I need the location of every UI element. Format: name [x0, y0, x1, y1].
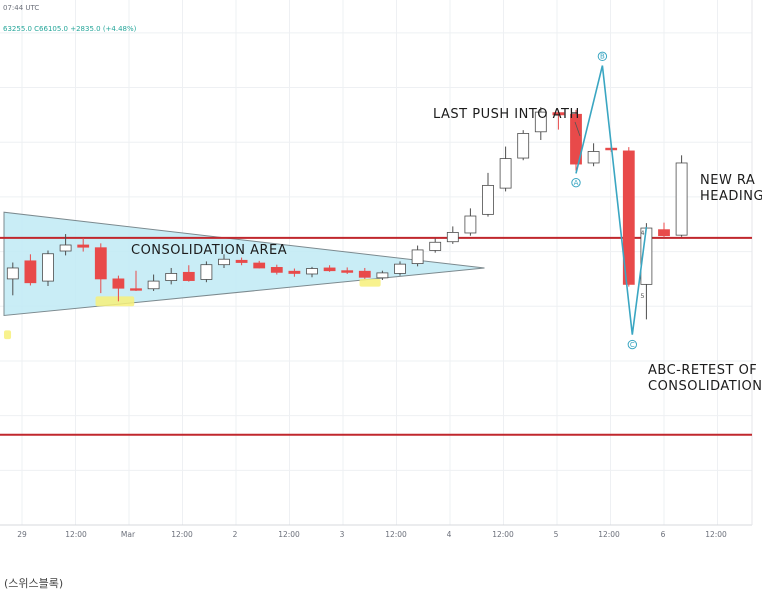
x-tick-label: 2 [233, 530, 238, 539]
candle-body [235, 259, 248, 263]
wave-point-marker [571, 177, 581, 188]
x-tick-label: 6 [661, 530, 666, 539]
candle-body [94, 247, 107, 280]
x-tick-label: 12:00 [705, 530, 727, 539]
x-tick-label: 12:00 [278, 530, 300, 539]
highlight-box [359, 278, 381, 287]
candle-body [112, 278, 125, 289]
candle-body [446, 232, 459, 243]
highlight-box [4, 330, 12, 340]
x-tick-label: 12:00 [171, 530, 193, 539]
candle-body [59, 244, 72, 252]
candle-body [587, 151, 600, 164]
candle-body [200, 264, 213, 280]
candle-body [394, 263, 406, 274]
wave-label: B [600, 53, 605, 61]
chart-area[interactable]: A B C 4 5 CONSOLIDATION AREA LAST PUSH INTO AT… [0, 0, 762, 548]
x-tick-label: 5 [554, 530, 559, 539]
candle-body [270, 267, 283, 273]
candle-body [253, 262, 266, 269]
candle-body [306, 268, 318, 275]
candle-body [482, 184, 494, 215]
candle-body [323, 267, 336, 272]
x-tick-label: 12:00 [65, 530, 87, 539]
wave-point-marker [627, 339, 638, 350]
x-tick-label: 4 [447, 530, 452, 539]
candle-body [622, 150, 635, 285]
candle-body [182, 271, 195, 281]
wave-point-marker [597, 51, 608, 62]
ath-pointer [574, 121, 581, 137]
annotation-new-range-1: NEW RA [700, 173, 755, 188]
wave-label: C [630, 341, 635, 349]
candle-body [358, 270, 371, 278]
candle-body [77, 244, 90, 248]
candle-body [288, 270, 301, 274]
candle-body [165, 273, 178, 281]
candle-body [130, 288, 142, 291]
candle-body [42, 253, 54, 282]
x-tick-label: 29 [17, 530, 27, 539]
highlight-box [95, 296, 135, 307]
sub-wave-label: 5 [640, 292, 644, 300]
image-caption: (스위스블록) [4, 577, 64, 590]
candle-body [6, 267, 19, 280]
wave-label: A [574, 179, 579, 187]
annotation-new-range-2: HEADING [700, 189, 762, 204]
candle-body [675, 162, 688, 236]
candle-body [552, 112, 565, 116]
candle-body [517, 133, 530, 159]
candle-body [411, 249, 424, 264]
price-chart[interactable]: A B C 4 5 CONSOLIDATION AREA LAST PUSH INTO AT… [0, 0, 762, 548]
x-tick-label: 12:00 [598, 530, 620, 539]
x-tick-label: Mar [121, 530, 136, 539]
candle-body [570, 113, 582, 165]
candle-body [341, 270, 354, 273]
annotation-abc-1: ABC-RETEST OF [648, 363, 757, 378]
annotation-abc-2: CONSOLIDATION [648, 379, 762, 394]
candle-body [658, 229, 670, 237]
header-time: 07:44 UTC [3, 4, 40, 12]
candle-body [24, 260, 37, 284]
x-tick-label: 12:00 [492, 530, 514, 539]
candle-body [464, 215, 477, 234]
sub-wave-label: 4 [640, 229, 644, 237]
annotation-consolidation: CONSOLIDATION AREA [131, 243, 287, 258]
annotation-ath: LAST PUSH INTO ATH [433, 107, 580, 122]
candle-body [499, 158, 512, 189]
candle-body [218, 258, 230, 266]
x-tick-label: 3 [340, 530, 345, 539]
candle-body [147, 280, 160, 290]
x-tick-label: 12:00 [385, 530, 407, 539]
candle-body [376, 272, 389, 279]
abc-wave-line [575, 65, 648, 335]
candle-body [534, 111, 547, 133]
header-ohlc: 63255.0 C66105.0 +2835.0 (+4.48%) [3, 25, 137, 33]
candle-body [429, 241, 442, 251]
